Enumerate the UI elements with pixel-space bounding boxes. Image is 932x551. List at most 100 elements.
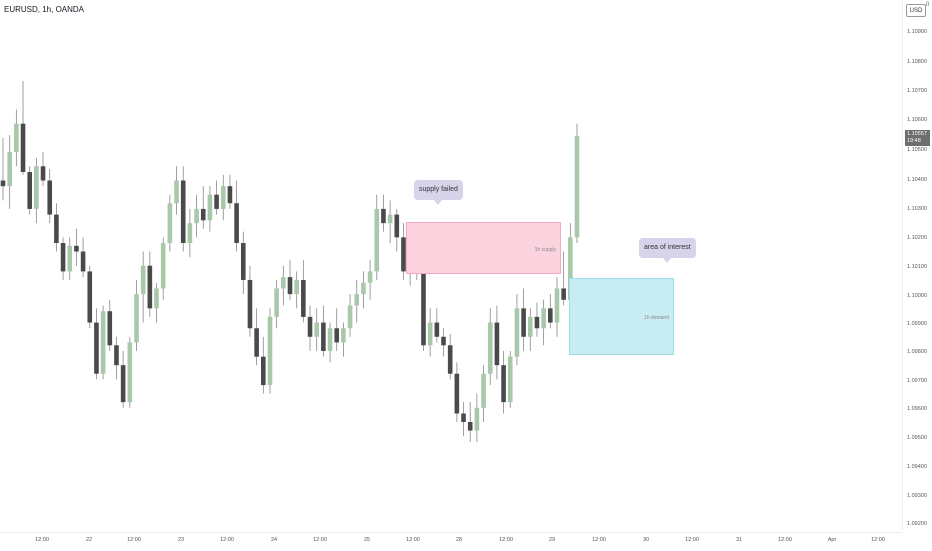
candle-body-down	[394, 214, 400, 238]
candle	[154, 282, 159, 323]
last-price-value: 1.10557	[907, 131, 927, 137]
price-tick: 1.09700	[907, 378, 927, 384]
candle	[541, 299, 546, 346]
price-tick: 1.09800	[907, 349, 927, 355]
candle	[134, 279, 139, 351]
demand-zone-label: 1h demand	[643, 315, 669, 321]
candle-body-up	[541, 308, 546, 329]
candle-body-up	[514, 308, 520, 357]
candle	[67, 237, 73, 280]
candle-body-down	[561, 288, 566, 300]
time-tick: 12:00	[35, 537, 49, 543]
candle	[194, 194, 199, 238]
area-of-interest-callout[interactable]: area of interest	[639, 238, 696, 263]
candle-body-down	[494, 322, 500, 366]
time-tick: 30	[642, 537, 650, 543]
candle-body-down	[301, 279, 306, 317]
candle	[294, 271, 299, 309]
candle	[54, 203, 59, 252]
candle-body-up	[100, 311, 106, 374]
currency-badge[interactable]: USD	[906, 4, 926, 17]
candle-body-up	[374, 208, 380, 272]
candle-body-up	[361, 282, 366, 295]
candle-body-down	[180, 180, 186, 244]
last-price-label: 1.10557 19:48	[905, 130, 930, 146]
candle	[321, 305, 326, 357]
chart-area[interactable]	[0, 0, 902, 532]
candle-body-up	[367, 271, 373, 283]
candle	[461, 402, 466, 437]
candle-body-down	[521, 308, 526, 337]
candle	[381, 194, 386, 232]
price-axis[interactable]	[902, 0, 932, 532]
candle	[367, 260, 373, 300]
candle	[261, 336, 266, 394]
price-tick: 1.10200	[907, 235, 927, 241]
candle-body-up	[34, 166, 39, 209]
candle	[127, 336, 133, 408]
candle-body-down	[74, 245, 79, 252]
candle-body-up	[174, 180, 179, 204]
price-tick: 1.10400	[907, 177, 927, 183]
candle-body-up	[568, 237, 573, 300]
candle-body-up	[187, 223, 193, 244]
candle-body-up	[341, 328, 346, 343]
candle-body-up	[427, 322, 433, 346]
candle	[7, 135, 12, 209]
supply-zone[interactable]: 1h supply	[406, 222, 561, 274]
candle-body-up	[274, 288, 279, 317]
candle	[487, 308, 493, 386]
candle-body-down	[287, 277, 293, 295]
supply-failed-callout[interactable]: supply failed	[414, 180, 463, 205]
time-tick: 12:00	[406, 537, 420, 543]
candle	[107, 299, 113, 351]
price-tick: 1.10900	[907, 29, 927, 35]
candle-body-down	[321, 322, 326, 351]
symbol-title[interactable]: EURUSD, 1h, OANDA	[4, 5, 85, 14]
demand-zone[interactable]: 1h demand	[569, 278, 674, 355]
candle-body-up	[67, 245, 73, 272]
time-tick: 12:00	[313, 537, 327, 543]
candle-body-up	[354, 294, 360, 306]
price-tick: 1.10600	[907, 117, 927, 123]
candle	[87, 265, 93, 329]
candle	[200, 186, 206, 229]
time-tick: 12:00	[778, 537, 792, 543]
price-tick: 1.09900	[907, 321, 927, 327]
candle-body-down	[20, 123, 26, 172]
candle-body-down	[227, 186, 233, 204]
time-axis[interactable]	[0, 532, 902, 551]
candle	[347, 294, 353, 337]
candle-body-down	[40, 166, 46, 181]
candle-body-up	[154, 288, 159, 309]
time-tick: 12:00	[499, 537, 513, 543]
candle-body-up	[134, 294, 139, 343]
candle-body-down	[548, 308, 553, 323]
candle	[561, 251, 566, 306]
candle-body-down	[381, 208, 386, 224]
candle	[74, 228, 79, 266]
candle	[254, 308, 259, 366]
candle	[307, 305, 313, 351]
candle-body-up	[167, 203, 173, 244]
candle	[187, 208, 193, 258]
candle	[514, 294, 520, 366]
candle-body-down	[254, 328, 259, 357]
candle-body-up	[14, 123, 19, 153]
candle	[427, 308, 433, 357]
time-tick: Apr	[827, 537, 837, 543]
candle-body-down	[501, 365, 506, 403]
price-tick: 1.10000	[907, 293, 927, 299]
candle	[341, 322, 346, 357]
time-tick: 12:00	[220, 537, 234, 543]
candle	[401, 223, 406, 280]
candle	[574, 123, 580, 244]
candle-body-down	[447, 345, 453, 374]
candle-body-down	[334, 328, 340, 343]
price-tick: 1.09600	[907, 406, 927, 412]
candle-body-down	[80, 251, 86, 272]
candle	[548, 294, 553, 329]
candle	[467, 402, 473, 442]
candle	[447, 333, 453, 380]
price-tick: 1.10500	[907, 147, 927, 153]
